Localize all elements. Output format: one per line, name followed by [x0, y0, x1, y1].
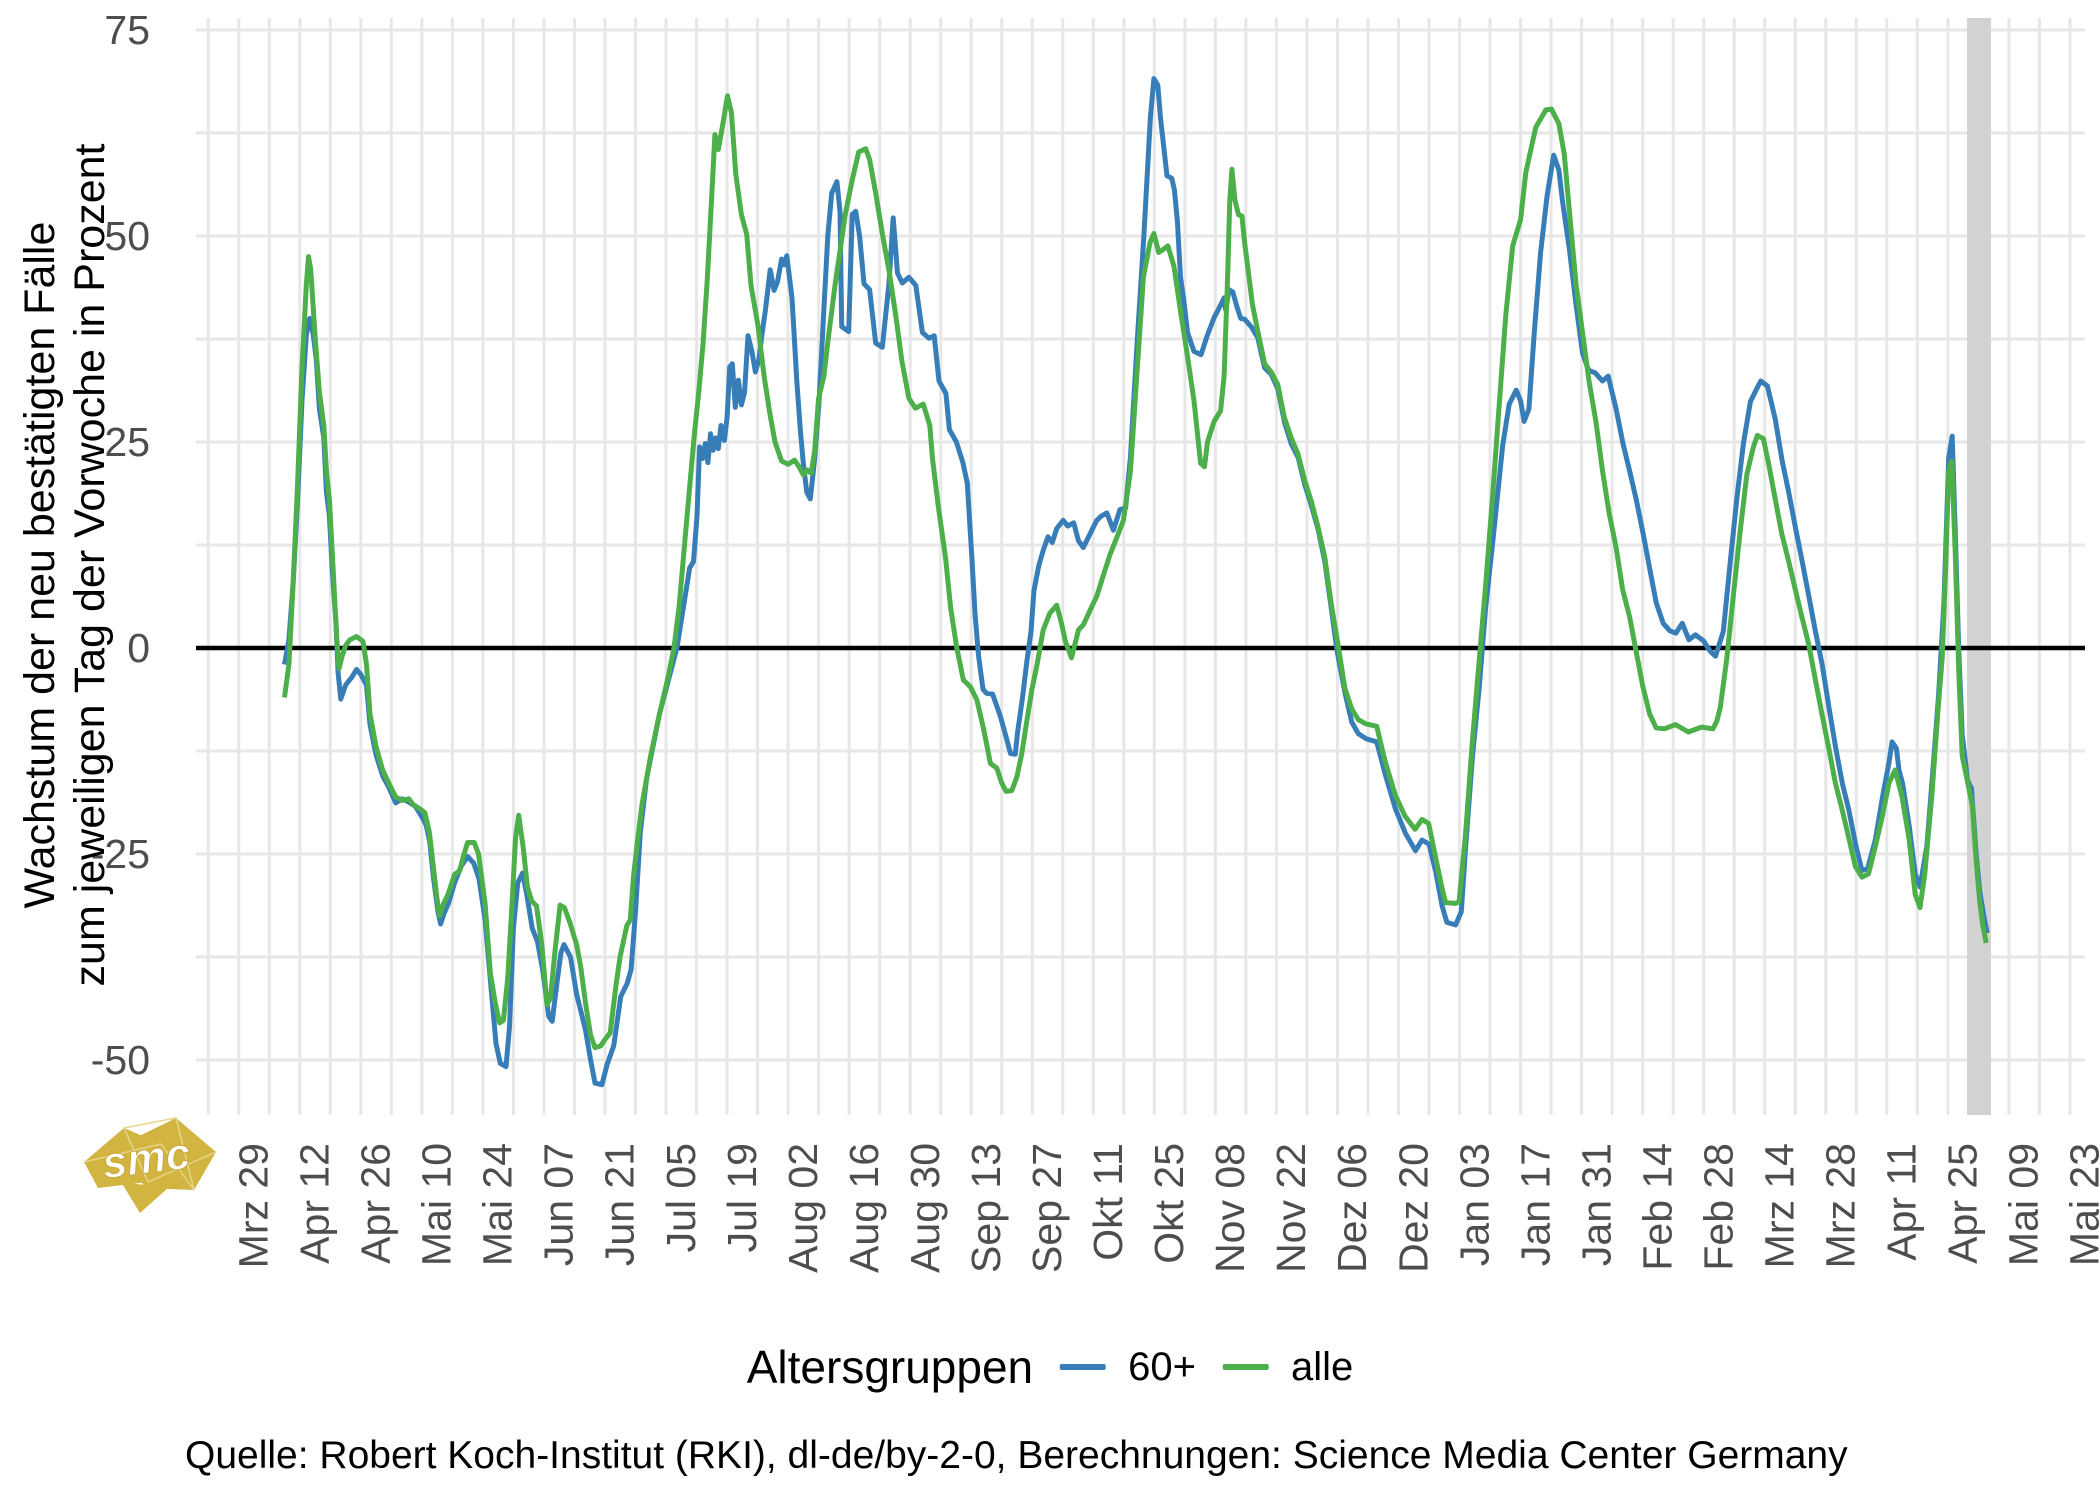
legend-label-60plus: 60+: [1128, 1344, 1196, 1389]
x-axis-tick-labels: Mrz 29 Apr 12 Apr 26 Mai 10 Mai 24 Jun 07 Jun …: [231, 1143, 2100, 1273]
smc-logo-shape-bottom: [121, 1182, 168, 1213]
x-tick-label: Dez 06: [1329, 1143, 1375, 1273]
y-tick-label: -50: [91, 1037, 150, 1083]
y-axis-title-line1: Wachstum der neu bestätigten Fälle: [16, 221, 65, 909]
x-tick-label: Jun 21: [597, 1143, 643, 1266]
series-line-alle: [282, 93, 1989, 1051]
x-tick-label: Okt 11: [1085, 1143, 1131, 1261]
x-tick-label: Dez 20: [1390, 1143, 1436, 1273]
x-tick-label: Jul 19: [719, 1143, 765, 1252]
x-tick-label: Mai 09: [2001, 1143, 2047, 1266]
legend-title: Altersgruppen: [746, 1341, 1034, 1393]
x-tick-label: Aug 02: [780, 1143, 826, 1273]
y-axis-tick-labels: 75 50 25 0 -25 -50: [91, 7, 150, 1083]
x-tick-label: Sep 27: [1024, 1143, 1070, 1273]
x-tick-label: Apr 25: [1940, 1143, 1986, 1264]
y-axis-title-line2: zum jeweiligen Tag der Vorwoche in Proze…: [66, 143, 114, 987]
x-tick-label: Jul 05: [658, 1143, 704, 1252]
legend-label-alle: alle: [1291, 1344, 1354, 1389]
x-tick-label: Nov 08: [1207, 1143, 1253, 1273]
x-tick-label: Apr 11: [1879, 1143, 1925, 1261]
x-tick-label: Mai 24: [475, 1143, 521, 1266]
source-note: Quelle: Robert Koch-Institut (RKI), dl-d…: [185, 1434, 1848, 1477]
x-tick-label: Mai 23: [2062, 1143, 2100, 1266]
y-tick-label: 50: [104, 213, 150, 259]
x-tick-label: Jan 31: [1573, 1143, 1619, 1266]
gridlines: [196, 18, 2085, 1115]
y-tick-label: 0: [127, 625, 150, 671]
legend-item-alle: alle: [1223, 1345, 1353, 1390]
smc-logo-text: smc: [100, 1129, 193, 1188]
x-tick-label: Apr 12: [292, 1143, 338, 1264]
highlight-band: [1967, 18, 1992, 1115]
x-tick-label: Nov 22: [1268, 1143, 1314, 1273]
x-tick-label: Mrz 14: [1757, 1143, 1803, 1268]
y-tick-label: 25: [104, 419, 150, 465]
smc-logo-mesh: [83, 1117, 217, 1191]
x-tick-label: Aug 16: [841, 1143, 887, 1273]
legend-item-60plus: 60+: [1060, 1345, 1196, 1390]
y-axis-title: Wachstum der neu bestätigten Fälle zum j…: [16, 144, 116, 987]
legend-key-60plus-line: [1060, 1364, 1107, 1370]
x-tick-label: Jun 07: [536, 1143, 582, 1266]
x-tick-label: Sep 13: [963, 1143, 1009, 1273]
x-tick-label: Mrz 29: [231, 1143, 277, 1268]
legend-key-alle-line: [1223, 1364, 1269, 1370]
y-tick-label: -25: [91, 831, 150, 877]
y-tick-label: 75: [104, 7, 150, 53]
x-tick-label: Jan 17: [1512, 1143, 1558, 1266]
x-tick-label: Jan 03: [1451, 1143, 1497, 1266]
x-tick-label: Aug 30: [902, 1143, 948, 1273]
legend: Altersgruppen 60+ alle: [747, 1340, 1354, 1394]
x-tick-label: Apr 26: [353, 1143, 399, 1264]
x-tick-label: Feb 28: [1696, 1143, 1742, 1271]
smc-logo: smc: [83, 1117, 217, 1213]
smc-logo-shape-right: [131, 1118, 216, 1190]
x-tick-label: Mrz 28: [1818, 1143, 1864, 1268]
series-line-60plus: [282, 76, 1990, 1088]
x-tick-label: Feb 14: [1634, 1143, 1680, 1271]
x-tick-label: Mai 10: [414, 1143, 460, 1266]
x-tick-label: Okt 25: [1146, 1143, 1192, 1264]
